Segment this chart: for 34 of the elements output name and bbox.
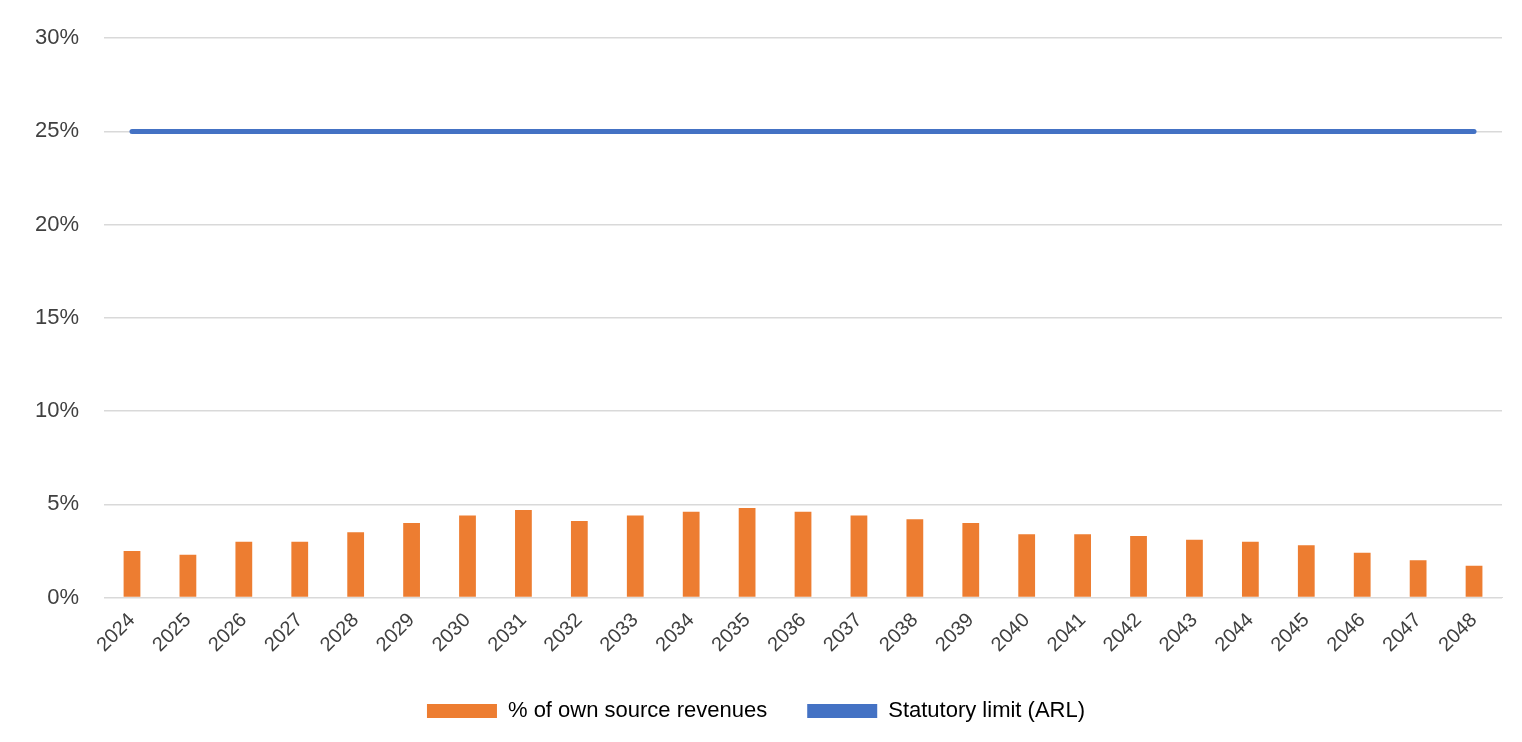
bar xyxy=(1297,545,1315,597)
legend-label: % of own source revenues xyxy=(507,697,768,723)
bar xyxy=(682,511,700,597)
bar xyxy=(906,519,924,597)
bar xyxy=(1186,539,1203,597)
bar xyxy=(179,554,197,597)
y-tick-label: 20% xyxy=(34,210,80,236)
bar xyxy=(1409,560,1427,597)
bar xyxy=(738,508,756,597)
bar xyxy=(347,532,365,597)
y-tick-label: 10% xyxy=(34,397,80,423)
bar xyxy=(962,522,980,597)
bar xyxy=(123,550,141,597)
bar xyxy=(1241,541,1259,597)
y-tick-label: 25% xyxy=(34,117,80,143)
y-tick-label: 15% xyxy=(34,303,80,329)
bar xyxy=(403,522,420,597)
bar xyxy=(570,521,588,597)
y-tick-label: 5% xyxy=(47,490,80,516)
bar xyxy=(291,541,309,597)
bar xyxy=(1465,565,1483,597)
y-tick-label: 30% xyxy=(34,24,80,50)
bar xyxy=(235,541,253,597)
legend-label: Statutory limit (ARL) xyxy=(888,697,1086,723)
y-tick-label: 0% xyxy=(47,583,80,609)
bar xyxy=(794,511,812,597)
bar xyxy=(515,509,532,597)
bar xyxy=(626,515,644,597)
bar xyxy=(1130,536,1147,597)
bar xyxy=(459,515,476,597)
bar xyxy=(1074,534,1091,597)
bar xyxy=(850,515,868,597)
bar xyxy=(1018,534,1036,597)
bar xyxy=(1353,552,1371,597)
